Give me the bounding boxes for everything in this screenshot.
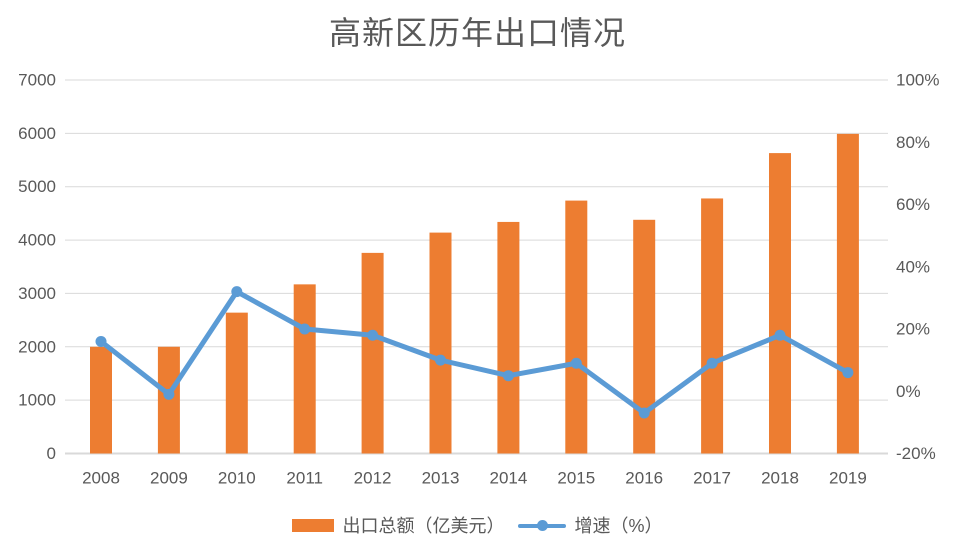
growth-line-marker	[163, 388, 175, 400]
left-axis-tick-label: 0	[47, 444, 56, 463]
export-total-bar	[497, 221, 520, 454]
growth-line-marker	[706, 357, 718, 369]
growth-line-marker	[570, 357, 582, 369]
right-axis-tick-label: 0%	[896, 382, 921, 401]
growth-line-marker	[502, 370, 514, 382]
left-axis-tick-label: 6000	[18, 124, 56, 143]
legend-bar-label: 出口总额（亿美元）	[342, 516, 505, 536]
right-axis-tick-label: -20%	[896, 444, 936, 463]
left-axis-tick-label: 4000	[18, 231, 56, 250]
growth-line-marker	[299, 323, 311, 335]
export-total-bar	[361, 252, 384, 454]
right-axis-tick-label: 60%	[896, 195, 930, 214]
right-axis-tick-label: 80%	[896, 133, 930, 152]
chart-title: 高新区历年出口情况	[328, 15, 626, 51]
category-label: 2019	[829, 469, 867, 488]
export-total-bar	[769, 153, 791, 454]
category-label: 2017	[693, 469, 731, 488]
right-axis-tick-label: 40%	[896, 257, 930, 276]
category-label: 2011	[286, 469, 323, 488]
right-axis-tick-label: 20%	[896, 320, 930, 339]
left-axis-tick-label: 3000	[18, 284, 56, 303]
export-total-bar	[293, 284, 316, 454]
growth-line-marker	[95, 335, 107, 347]
growth-line-marker	[231, 286, 243, 298]
growth-line-marker	[774, 329, 786, 341]
growth-line	[98, 289, 851, 416]
chart-legend: 出口总额（亿美元） 增速（%）	[0, 512, 955, 538]
category-label: 2016	[625, 469, 663, 488]
category-label: 2014	[489, 469, 527, 488]
export-total-bar	[836, 133, 859, 454]
left-axis-tick-label: 2000	[18, 337, 56, 356]
legend-line-marker	[537, 520, 549, 531]
export-total-bar	[701, 198, 724, 454]
growth-line-marker	[435, 354, 446, 366]
category-label: 2009	[150, 469, 188, 488]
left-axis-tick-label: 1000	[18, 391, 56, 410]
growth-line-marker	[842, 367, 854, 379]
category-label: 2013	[422, 469, 460, 488]
category-label: 2015	[557, 469, 595, 488]
growth-line-marker	[638, 407, 650, 419]
legend-line-label: 增速（%）	[574, 516, 663, 536]
category-label: 2010	[218, 469, 256, 488]
export-total-bar	[633, 219, 656, 454]
export-total-bar	[157, 346, 180, 454]
combo-chart: 0 1000 2000 3000 4000 5000 6000 7000 -20% 0% 20% 40…	[18, 71, 939, 488]
growth-line-marker	[367, 329, 379, 341]
left-axis-tick-label: 5000	[18, 177, 56, 196]
left-axis-tick-label: 7000	[18, 71, 56, 90]
export-total-bar	[90, 346, 112, 454]
category-label: 2008	[82, 469, 120, 488]
export-total-bar	[429, 232, 452, 454]
legend-bar-swatch-icon	[292, 518, 335, 532]
legend-line-swatch-icon	[518, 519, 567, 532]
right-axis-tick-label: 100%	[896, 71, 939, 90]
export-total-bar	[565, 200, 588, 454]
category-label: 2018	[761, 469, 799, 488]
category-label: 2012	[354, 469, 392, 488]
export-total-bar	[225, 312, 248, 454]
